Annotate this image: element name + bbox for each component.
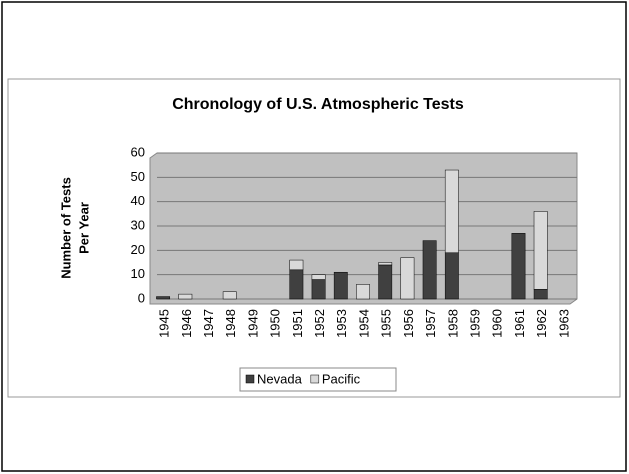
x-tick-label: 1962 [534, 309, 549, 338]
x-tick-label: 1952 [312, 309, 327, 338]
x-tick-label: 1954 [356, 309, 371, 338]
x-tick-label: 1959 [467, 309, 482, 338]
bar [333, 271, 348, 300]
y-tick-label: 60 [131, 144, 145, 159]
x-tick-label: 1949 [245, 309, 260, 338]
y-axis-label: Per Year [76, 202, 91, 254]
x-tick-label: 1950 [268, 309, 283, 338]
bar [289, 269, 304, 300]
y-tick-label: 10 [131, 266, 145, 281]
x-tick-label: 1963 [556, 309, 571, 338]
bar [444, 252, 459, 300]
bar [378, 262, 393, 266]
legend-swatch [245, 374, 255, 384]
y-tick-label: 30 [131, 217, 145, 232]
legend-swatch [310, 374, 320, 384]
x-tick-label: 1956 [401, 309, 416, 338]
x-tick-label: 1960 [490, 309, 505, 338]
bar [178, 293, 193, 300]
x-tick-label: 1946 [179, 309, 194, 338]
bar [422, 240, 437, 300]
bar [311, 279, 326, 300]
bar [511, 233, 526, 300]
x-tick-label: 1955 [379, 309, 394, 338]
y-tick-label: 20 [131, 242, 145, 257]
x-tick-label: 1961 [512, 309, 527, 338]
x-tick-label: 1945 [157, 309, 172, 338]
x-tick-label: 1957 [423, 309, 438, 338]
bar [400, 257, 415, 300]
bar [533, 289, 548, 300]
bar [378, 264, 393, 300]
legend-label: Pacific [322, 371, 361, 386]
x-tick-label: 1948 [223, 309, 238, 338]
bar [533, 211, 548, 290]
bar [444, 169, 459, 254]
x-tick-label: 1953 [334, 309, 349, 338]
x-tick-label: 1951 [290, 309, 305, 338]
bar [356, 284, 370, 300]
bar [156, 296, 171, 300]
y-tick-label: 50 [131, 169, 145, 184]
bar [289, 259, 304, 271]
y-axis-label: Number of Tests [58, 177, 73, 279]
bar [311, 274, 326, 280]
chart-title: Chronology of U.S. Atmospheric Tests [172, 96, 464, 113]
legend-label: Nevada [257, 371, 303, 386]
bar [222, 291, 237, 300]
y-tick-label: 0 [138, 290, 145, 305]
y-tick-label: 40 [131, 193, 145, 208]
x-tick-label: 1958 [445, 309, 460, 338]
x-tick-label: 1947 [201, 309, 216, 338]
